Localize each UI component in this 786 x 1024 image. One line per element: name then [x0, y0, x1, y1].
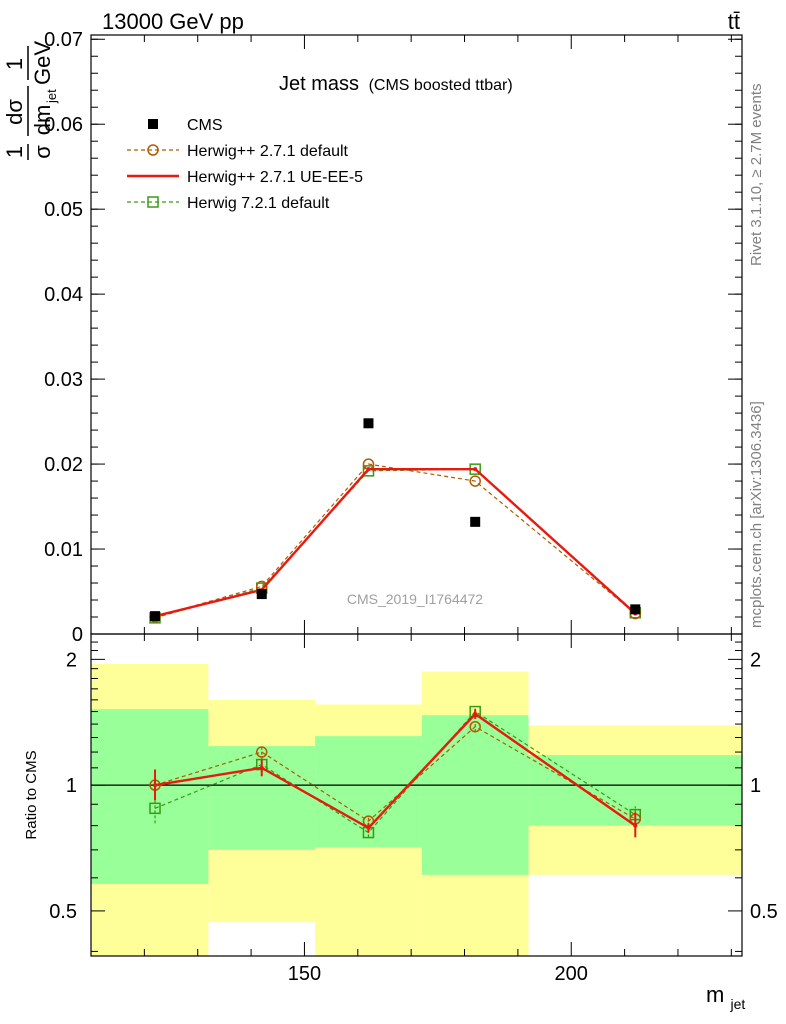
watermark: CMS_2019_I1764472: [347, 591, 483, 607]
process-label: tt̄: [728, 9, 740, 34]
ratio-series: [149, 705, 642, 839]
rivet-label: Rivet 3.1.10, ≥ 2.7M events: [748, 84, 765, 267]
xtick-label: 150: [288, 963, 321, 985]
ratio-point-hpp_ueee5: [473, 711, 478, 716]
point-hpp_ueee5: [366, 467, 371, 472]
point-cms: [256, 589, 267, 600]
top-ylabel: 1 σ dσ dm jet 1 GeV: [2, 41, 59, 160]
ytick-label-ratio-right: 2: [750, 649, 761, 671]
ylabel-frac1-num: 1: [2, 146, 27, 158]
point-hpp_default: [469, 475, 481, 487]
ytick-label-top: 0.01: [44, 539, 83, 561]
ytick-label-top: 0.02: [44, 454, 83, 476]
plot-title-sub: (CMS boosted ttbar): [369, 77, 513, 94]
ylabel-frac2-den: dm: [30, 105, 55, 136]
ytick-label-ratio-right: 0.5: [750, 901, 778, 923]
plot-title: Jet mass (CMS boosted ttbar): [279, 73, 513, 95]
ylabel-frac2-den-sub: jet: [44, 89, 59, 104]
point-cms: [470, 516, 481, 527]
legend-marker-cms: [148, 119, 158, 129]
ytick-label-top: 0.07: [44, 29, 83, 51]
ytick-label-top: 0.06: [44, 114, 83, 136]
ratio-line-hpp_default: [154, 725, 636, 822]
ytick-label-ratio: 0.5: [49, 901, 77, 923]
ratio-point-hpp_ueee5: [633, 823, 638, 828]
ratio-ylabel: Ratio to CMS: [23, 750, 40, 839]
band-inner: [91, 709, 209, 884]
ratio-point-hpp_default: [256, 746, 268, 758]
ytick-label-ratio: 1: [66, 775, 77, 797]
ytick-label-top: 0.05: [44, 199, 83, 221]
ytick-label-top: 0.03: [44, 369, 83, 391]
legend-marker-h7: [147, 196, 159, 208]
legend-label-h7: Herwig 7.2.1 default: [187, 195, 330, 212]
legend-marker-hpp_default: [147, 144, 159, 156]
ytick-label-top: 0.04: [44, 284, 83, 306]
ratio-point-hpp_ueee5: [153, 783, 158, 788]
axes: 0 0.01 0.02 0.03 0.04 0.05 0.06 0.07 0.5 0.5 1 1 2 2 1…: [44, 29, 778, 985]
ratio-point-hpp_ueee5: [259, 765, 264, 770]
mcplots-label: mcplots.cern.ch [arXiv:1306.3436]: [748, 401, 765, 628]
ratio-point-hpp_ueee5: [366, 825, 371, 830]
ytick-label-ratio: 2: [66, 649, 77, 671]
top-series: [149, 418, 642, 624]
ylabel-frac2-num: dσ: [2, 99, 27, 125]
energy-label: 13000 GeV pp: [102, 9, 244, 34]
point-cms: [630, 604, 641, 615]
xlabel-sub: jet: [729, 996, 745, 1012]
line-hpp_default: [154, 463, 636, 618]
ylabel-frac1-den: σ: [30, 145, 55, 159]
xlabel: m jet: [706, 982, 745, 1012]
band-inner: [421, 715, 529, 875]
point-cms: [363, 418, 374, 429]
plot-title-main: Jet mass: [279, 73, 359, 95]
ratio-point-h7: [149, 802, 161, 815]
ytick-label-top: 0: [72, 624, 83, 646]
legend-label-hpp_default: Herwig++ 2.7.1 default: [187, 143, 349, 160]
legend-label-hpp_ueee5: Herwig++ 2.7.1 UE-EE-5: [187, 169, 363, 186]
ylabel-frac3-num: 1: [2, 58, 27, 70]
legend-label-cms: CMS: [187, 117, 223, 134]
ytick-label-ratio-right: 1: [750, 775, 761, 797]
xlabel-main: m: [706, 982, 724, 1007]
point-cms: [150, 611, 161, 622]
legend: CMS Herwig++ 2.7.1 default Herwig++ 2.7.1 …: [127, 117, 363, 212]
xtick-label: 200: [555, 963, 588, 985]
ratio-point-hpp_default: [469, 720, 481, 733]
ratio-frame: [90, 633, 743, 957]
point-h7: [362, 465, 375, 477]
ylabel-frac3-den: GeV: [30, 41, 55, 85]
point-hpp_ueee5: [473, 467, 478, 472]
ratio-bands: [91, 663, 742, 956]
